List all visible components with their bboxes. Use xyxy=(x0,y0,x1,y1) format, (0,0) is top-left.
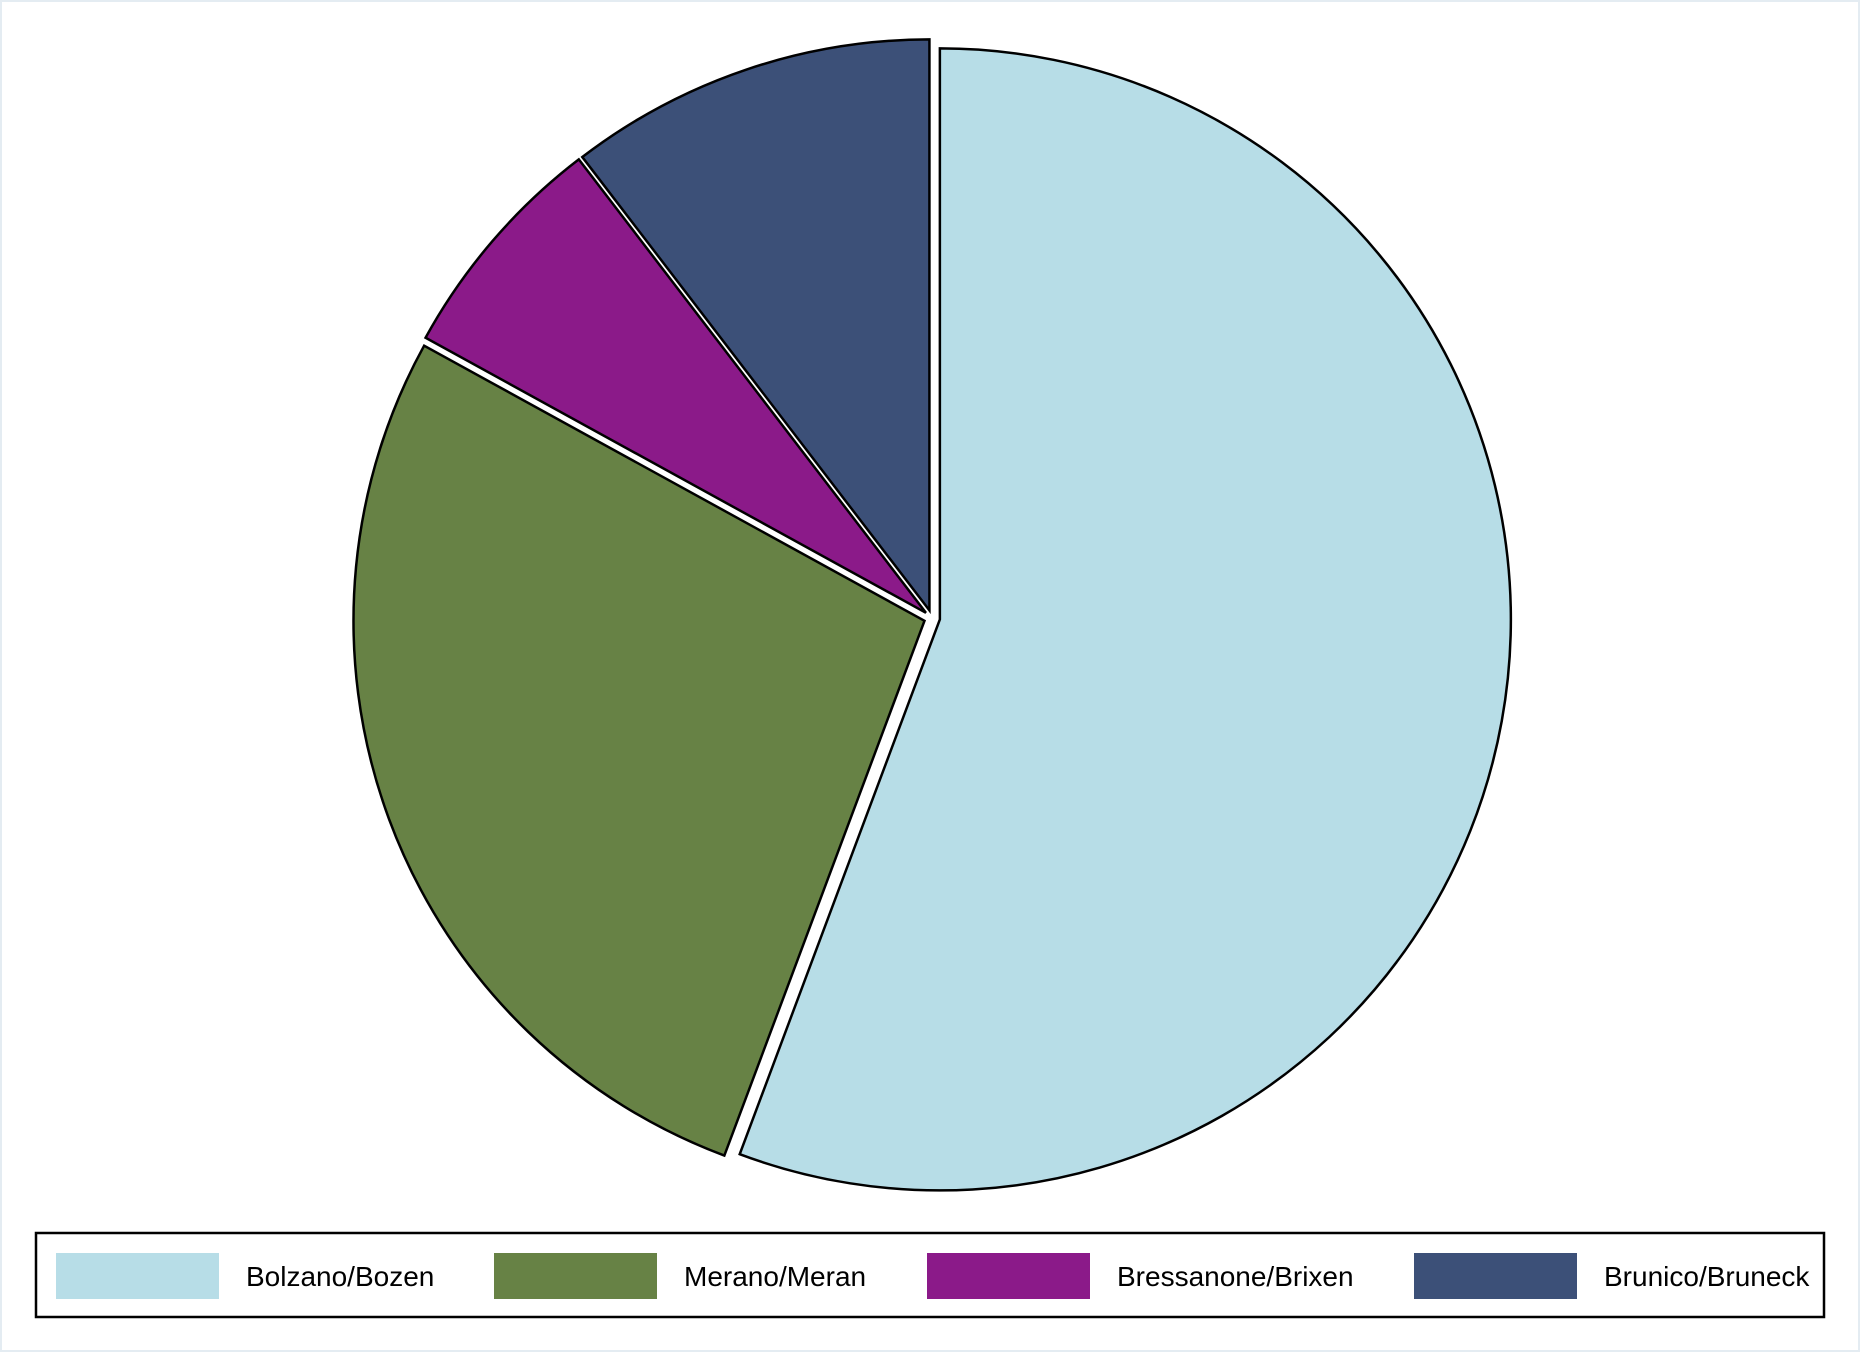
legend-items: Bolzano/Bozen Merano/Meran Bressanone/Brix… xyxy=(56,1253,1810,1299)
pie-slice-brunico-bruneck xyxy=(580,38,931,615)
pie-slices xyxy=(352,38,1513,1192)
legend-label-bressanone-brixen: Bressanone/Brixen xyxy=(1117,1261,1354,1292)
legend-swatch-merano-meran xyxy=(494,1253,657,1299)
pie-slice-merano-meran xyxy=(352,344,927,1158)
legend: Bolzano/Bozen Merano/Meran Bressanone/Brix… xyxy=(34,1231,1826,1319)
pie-slice-bolzano-bozen xyxy=(738,47,1513,1192)
legend-label-bolzano-bozen: Bolzano/Bozen xyxy=(246,1261,434,1292)
legend-label-brunico-bruneck: Brunico/Bruneck xyxy=(1604,1261,1810,1292)
legend-swatch-bressanone-brixen xyxy=(927,1253,1090,1299)
pie-slice-bressanone-brixen xyxy=(423,157,927,614)
legend-label-merano-meran: Merano/Meran xyxy=(684,1261,866,1292)
legend-swatch-bolzano-bozen xyxy=(56,1253,219,1299)
legend-swatch-brunico-bruneck xyxy=(1414,1253,1577,1299)
